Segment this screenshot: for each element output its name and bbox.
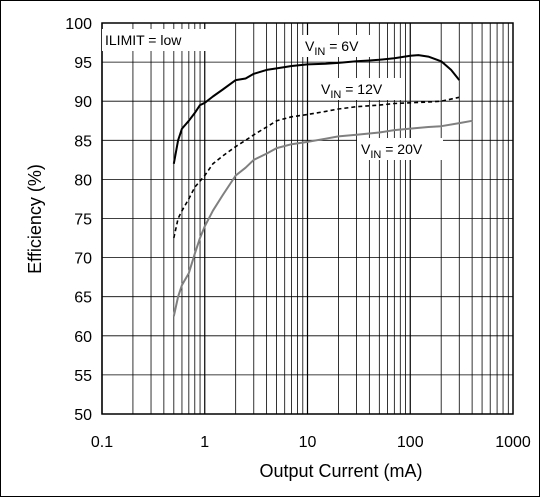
series-layer <box>172 54 473 317</box>
x-tick-label: 100 <box>397 434 424 451</box>
y-tick-label: 95 <box>74 55 92 72</box>
series-label-20v-rest: = 20V <box>381 141 423 157</box>
grid <box>101 22 513 415</box>
ilimit-annotation: ILIMIT = low <box>105 32 182 48</box>
y-tick-label: 85 <box>74 133 92 150</box>
series-label-20v-sub: IN <box>370 149 381 161</box>
y-tick-label: 55 <box>74 368 92 385</box>
series-label-6v-base: V <box>305 38 315 54</box>
y-tick-label: 60 <box>74 329 92 346</box>
y-tick-label: 100 <box>65 16 92 33</box>
y-tick-label: 70 <box>74 251 92 268</box>
y-tick-label: 80 <box>74 172 92 189</box>
series-label-12v-text: VIN = 12V <box>321 81 383 101</box>
series-label-20v-text: VIN = 20V <box>361 141 423 161</box>
series-label-12v-rest: = 12V <box>341 81 383 97</box>
x-tick-label: 1000 <box>495 434 531 451</box>
y-tick-label: 65 <box>74 290 92 307</box>
tick-labels: 50 55 60 65 70 75 80 85 90 95 100 0.1 1 10 100 1000 <box>65 16 531 451</box>
series-label-12v-background <box>317 78 401 100</box>
series-label-20v: VIN = 20V <box>357 138 443 161</box>
series-label-12v-base: V <box>321 81 331 97</box>
series-label-6v-background <box>301 35 371 57</box>
series-label-12v-sub: IN <box>330 89 341 101</box>
series-label-12v: VIN = 12V <box>317 78 401 101</box>
annotation-background <box>102 29 232 51</box>
y-tick-label: 90 <box>74 94 92 111</box>
series-label-20v-background <box>357 138 443 160</box>
series-label-6v-text: VIN = 6V <box>305 38 359 58</box>
plot-border <box>101 22 514 415</box>
x-tick-label: 1 <box>200 434 209 451</box>
series-line-6v <box>172 54 461 164</box>
x-tick-label: 10 <box>299 434 317 451</box>
y-tick-label: 50 <box>74 407 92 424</box>
y-tick-label: 75 <box>74 212 92 229</box>
series-label-6v: VIN = 6V <box>301 35 371 58</box>
series-label-20v-base: V <box>361 141 371 157</box>
x-axis-label: Output Current (mA) <box>259 461 422 481</box>
x-tick-label: 0.1 <box>91 434 113 451</box>
y-axis-label: Efficiency (%) <box>25 164 45 274</box>
series-label-6v-sub: IN <box>314 46 325 58</box>
series-label-6v-rest: = 6V <box>325 38 359 54</box>
series-line-20v <box>172 119 473 317</box>
series-line-12v <box>173 96 460 239</box>
